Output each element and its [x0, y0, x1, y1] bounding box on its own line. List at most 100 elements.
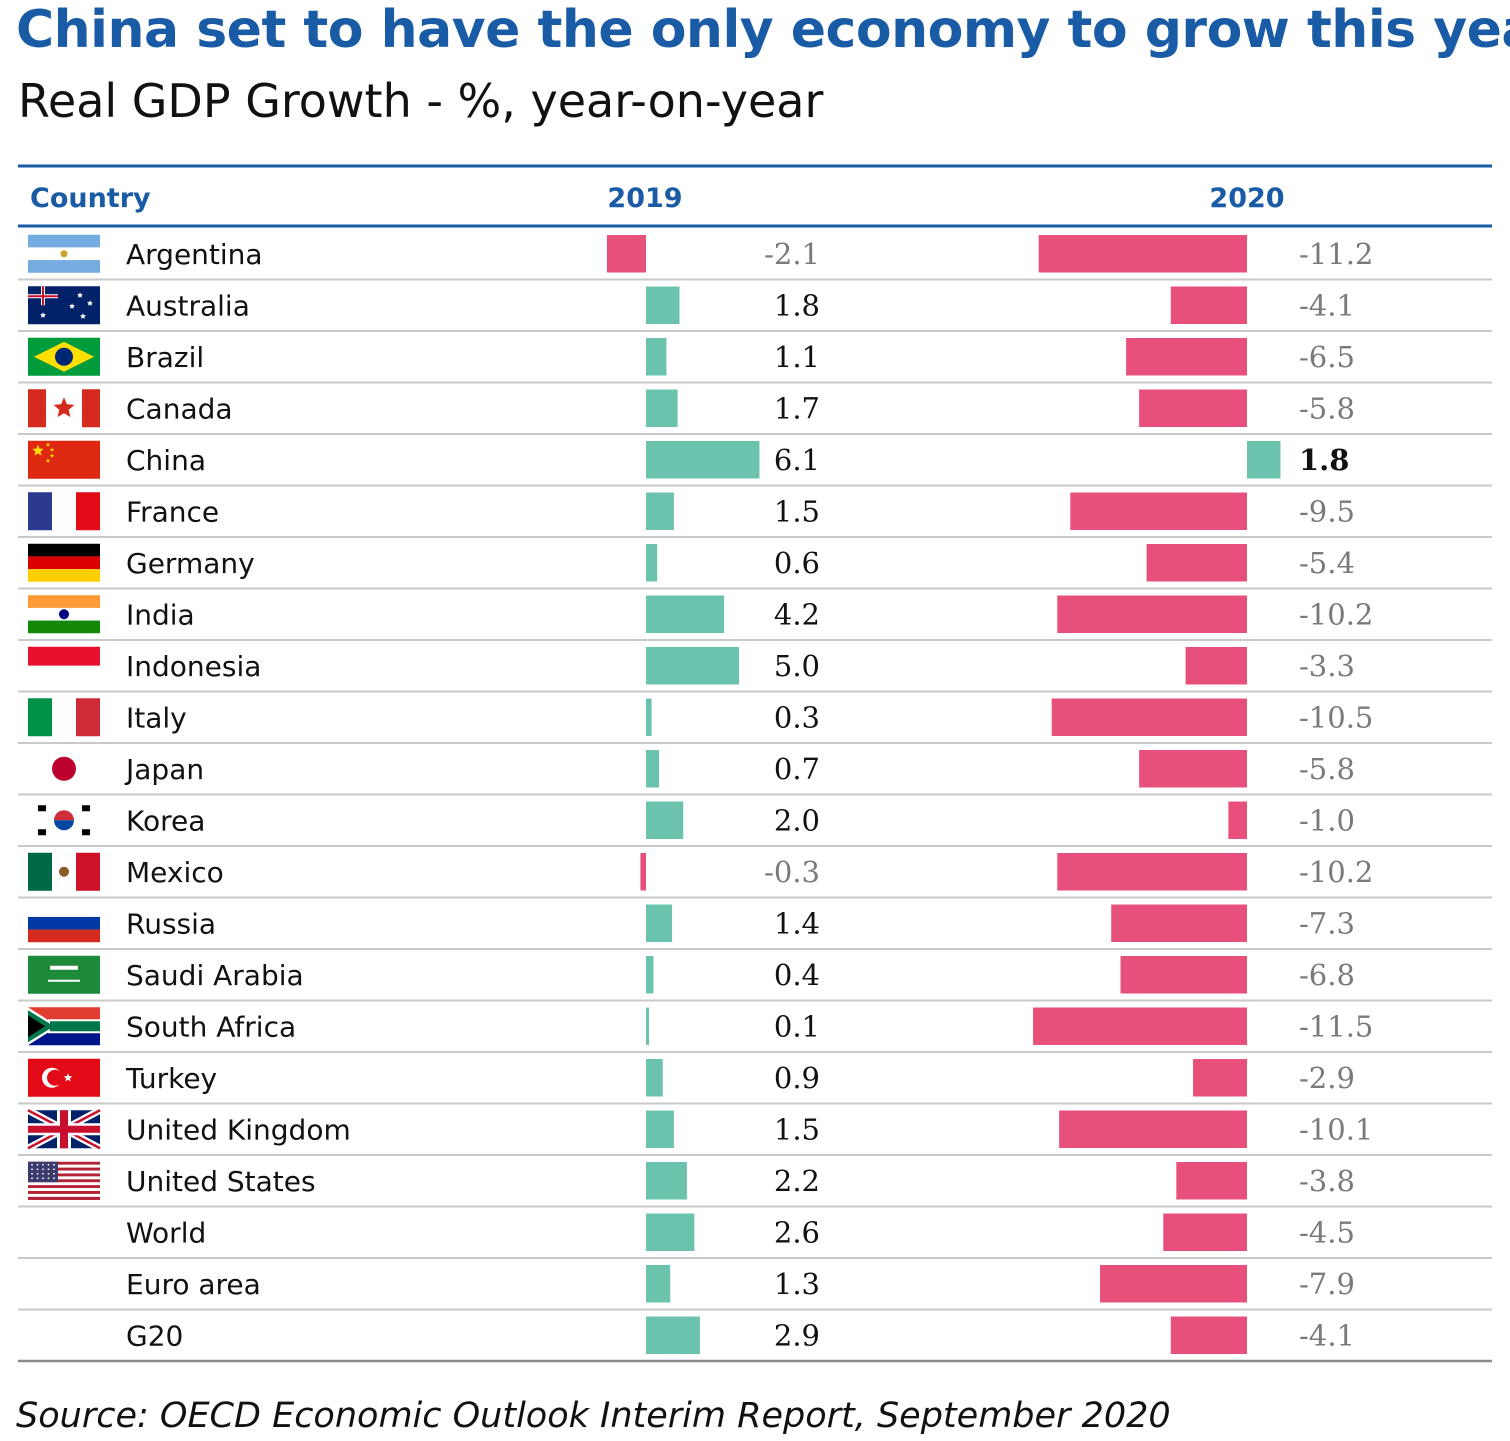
table-row: Euro area 1.3 -7.9	[18, 1265, 1492, 1311]
country-label: Canada	[126, 392, 233, 425]
table-row: United Kingdom 1.5 -10.1	[18, 1107, 1492, 1156]
table-row: France 1.5 -9.5	[18, 492, 1492, 538]
bar-2020	[1120, 956, 1247, 994]
united-kingdom-flag-icon	[26, 1107, 102, 1152]
china-flag-icon	[28, 440, 100, 479]
source-note: Source: OECD Economic Outlook Interim Re…	[16, 1396, 1171, 1436]
bar-2019	[646, 750, 660, 788]
value-label-2019: 0.7	[774, 752, 820, 786]
value-label-2019: 5.0	[774, 649, 820, 683]
italy-flag-icon	[28, 698, 100, 737]
header-2019: 2019	[607, 183, 682, 214]
value-label-2020: -2.9	[1299, 1061, 1355, 1095]
south-africa-flag-icon	[28, 1007, 100, 1046]
country-label: Japan	[124, 753, 204, 786]
table-row: Korea 2.0 -1.0	[18, 801, 1492, 847]
value-label-2019: 1.7	[774, 391, 820, 425]
table-row: Australia 1.8 -4.1	[18, 286, 1492, 332]
bar-2020	[1057, 853, 1247, 891]
brazil-flag-icon	[28, 337, 100, 376]
value-label-2019: 1.4	[774, 906, 820, 940]
table-row: South Africa 0.1 -11.5	[18, 1007, 1492, 1053]
value-label-2019: 6.1	[774, 443, 820, 477]
country-label: India	[126, 598, 195, 631]
bar-2020	[1100, 1265, 1247, 1303]
bar-2019	[646, 904, 673, 942]
header-2020: 2020	[1209, 183, 1284, 214]
country-label: Brazil	[126, 341, 204, 374]
value-label-2020: -4.5	[1299, 1215, 1355, 1249]
country-label: Germany	[126, 547, 255, 580]
bar-2019	[646, 1059, 663, 1097]
table-row: Italy 0.3 -10.5	[18, 698, 1492, 744]
korea-flag-icon	[28, 801, 100, 840]
country-label: Turkey	[125, 1062, 217, 1095]
table-row: World 2.6 -4.5	[18, 1213, 1492, 1259]
bar-2020	[1033, 1007, 1247, 1045]
mexico-flag-icon	[28, 852, 100, 891]
value-label-2019: 0.4	[774, 958, 820, 992]
value-label-2020: -7.3	[1299, 906, 1355, 940]
bar-2019	[640, 853, 646, 891]
chart-title: China set to have the only economy to gr…	[16, 0, 1510, 60]
value-label-2020: -4.1	[1299, 1318, 1355, 1352]
table-row: Argentina -2.1 -11.2	[18, 234, 1492, 281]
japan-flag-icon	[28, 749, 100, 788]
bar-2019	[646, 441, 760, 479]
bar-2019	[646, 389, 678, 427]
bar-2019	[646, 698, 652, 736]
bar-2019	[646, 956, 654, 994]
value-label-2020: -10.2	[1299, 855, 1373, 889]
bar-2020	[1170, 286, 1247, 324]
bar-2019	[646, 1007, 649, 1045]
country-label: Italy	[126, 701, 187, 734]
value-label-2020: -4.1	[1299, 288, 1355, 322]
bar-2019	[646, 595, 725, 633]
bar-2020	[1070, 492, 1247, 530]
argentina-flag-icon	[28, 234, 100, 273]
value-label-2019: 1.8	[774, 288, 820, 322]
bar-2020	[1139, 389, 1247, 427]
value-label-2019: 0.9	[774, 1061, 820, 1095]
table-row: G20 2.9 -4.1	[18, 1316, 1492, 1363]
country-label: World	[126, 1216, 206, 1249]
table-row: Canada 1.7 -5.8	[18, 389, 1492, 435]
value-label-2020: -7.9	[1299, 1267, 1355, 1301]
value-label-2020: -6.5	[1299, 340, 1355, 374]
country-label: Russia	[126, 907, 216, 940]
table-row: China 6.1 1.8	[18, 440, 1492, 487]
bar-2019	[646, 492, 674, 530]
bar-2019	[646, 338, 667, 376]
table-row: Brazil 1.1 -6.5	[18, 337, 1492, 384]
value-label-2020: -10.1	[1299, 1112, 1373, 1146]
value-label-2020: -5.4	[1299, 546, 1355, 580]
bar-2019	[646, 544, 658, 582]
canada-flag-icon	[28, 389, 100, 428]
value-label-2019: 1.5	[774, 494, 820, 528]
bar-2019	[646, 1213, 695, 1251]
value-label-2019: 0.1	[774, 1009, 820, 1043]
bar-2020	[1176, 1162, 1247, 1200]
table-row: Japan 0.7 -5.8	[18, 749, 1492, 796]
bar-2020	[1126, 338, 1247, 376]
bar-2019	[646, 1265, 671, 1303]
australia-flag-icon	[28, 286, 100, 325]
value-label-2019: 0.3	[774, 700, 820, 734]
turkey-flag-icon	[28, 1058, 100, 1097]
indonesia-flag-icon	[28, 646, 100, 685]
value-label-2020: 1.8	[1299, 443, 1349, 477]
value-label-2019: 1.5	[774, 1112, 820, 1146]
table-row: United States 2.2 -3.8	[18, 1161, 1492, 1208]
bar-2019	[646, 1316, 700, 1354]
country-label: France	[126, 495, 219, 528]
bar-2020	[1059, 1110, 1247, 1148]
russia-flag-icon	[28, 904, 100, 943]
country-label: Euro area	[126, 1268, 261, 1301]
value-label-2020: -11.5	[1299, 1009, 1373, 1043]
table-row: Russia 1.4 -7.3	[18, 904, 1492, 950]
country-label: Australia	[126, 289, 250, 322]
country-label: United States	[126, 1165, 316, 1198]
value-label-2020: -11.2	[1299, 237, 1373, 271]
bar-2020	[1163, 1213, 1247, 1251]
bar-2019	[646, 801, 684, 839]
